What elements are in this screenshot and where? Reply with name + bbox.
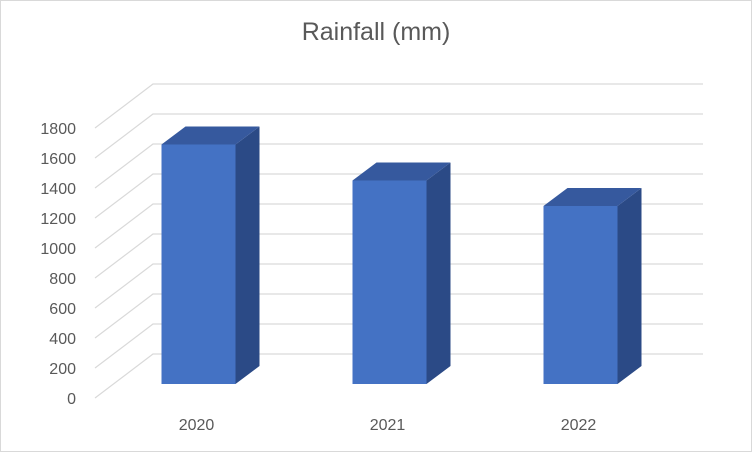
y-tick-label: 800: [49, 271, 76, 288]
gridline-0: [94, 353, 703, 399]
x-tick-label-2022: 2022: [561, 417, 597, 434]
gridlines: [94, 83, 703, 399]
bar-top: [543, 188, 642, 206]
bar-side: [426, 162, 451, 384]
x-tick-label-2020: 2020: [179, 417, 215, 434]
bar-front: [543, 206, 618, 384]
gridline-1000: [94, 203, 703, 249]
gridline-800: [94, 233, 703, 279]
bar-front: [161, 144, 236, 384]
gridline-600: [94, 263, 703, 309]
bar-front: [352, 180, 427, 384]
bars: [161, 126, 642, 384]
bar-2022: [543, 188, 642, 384]
x-tick-label-2021: 2021: [370, 417, 406, 434]
y-tick-label: 1600: [40, 151, 76, 168]
y-tick-label: 200: [49, 361, 76, 378]
y-tick-label: 1000: [40, 241, 76, 258]
y-tick-label: 1800: [40, 121, 76, 138]
gridline-1800: [94, 83, 703, 129]
gridline-1600: [94, 113, 703, 159]
bar-2021: [352, 162, 451, 384]
y-axis-tick-labels: 0 200 400 600 800 1000 1200 1400 1600 1800: [40, 121, 76, 408]
gridline-1400: [94, 143, 703, 189]
gridline-1200: [94, 173, 703, 219]
y-tick-label: 1200: [40, 211, 76, 228]
bar-2020: [161, 126, 260, 384]
x-axis-tick-labels: 2020 2021 2022: [179, 417, 597, 434]
y-tick-label: 400: [49, 331, 76, 348]
chart-title: Rainfall (mm): [301, 18, 451, 46]
gridline-200: [94, 323, 703, 369]
bar-top: [352, 162, 451, 181]
gridline-400: [94, 293, 703, 339]
bar-side: [617, 188, 642, 384]
bar-top: [161, 126, 260, 145]
y-tick-label: 1400: [40, 181, 76, 198]
y-tick-label: 600: [49, 301, 76, 318]
y-tick-label: 0: [67, 391, 76, 408]
bar-side: [235, 126, 260, 384]
